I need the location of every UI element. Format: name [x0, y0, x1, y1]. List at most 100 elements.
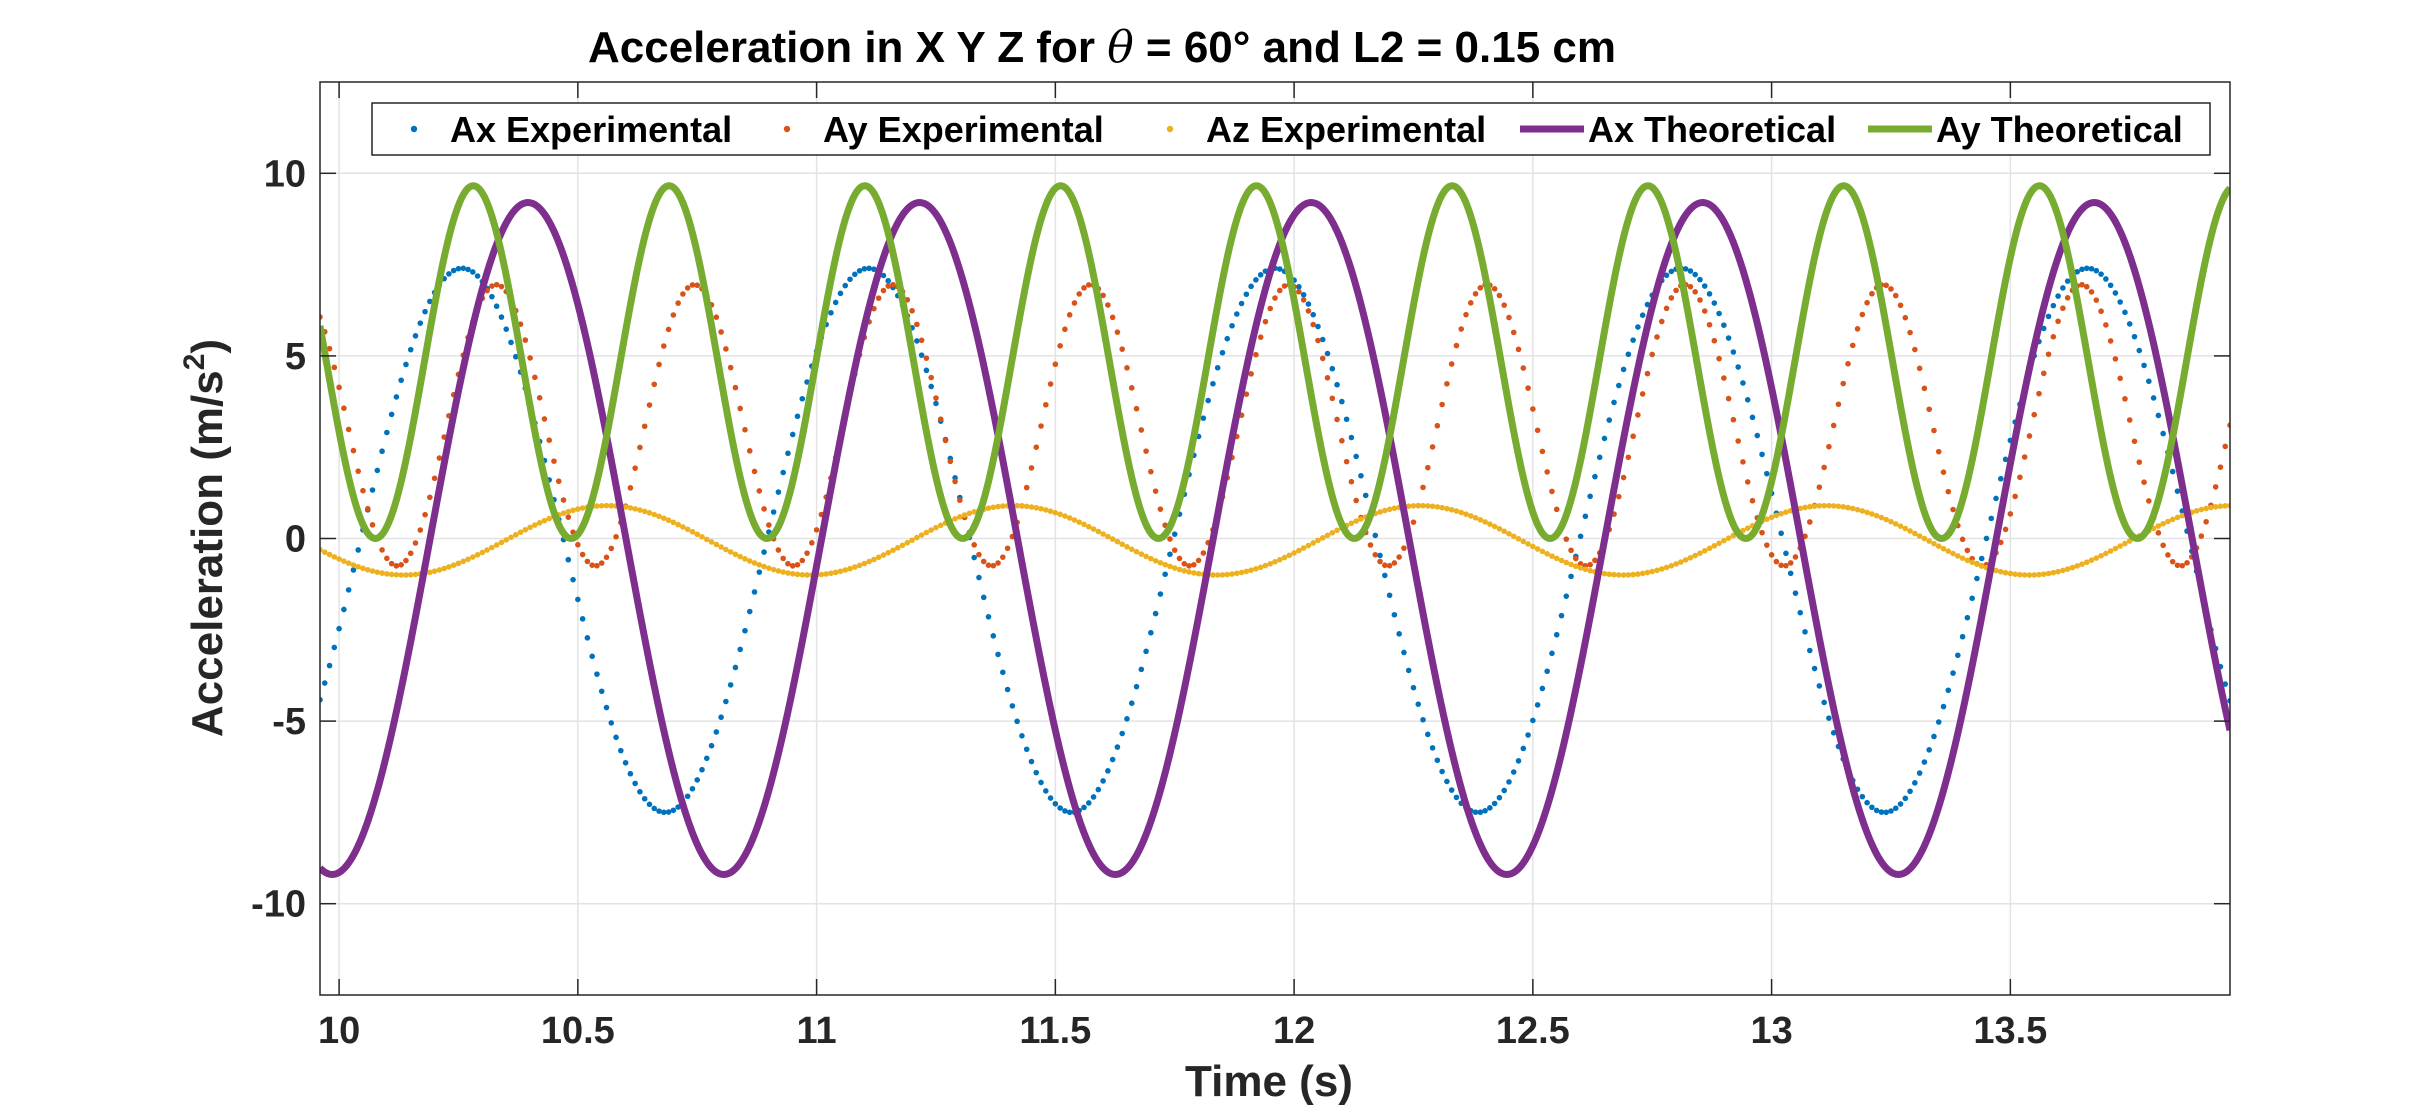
data-point: [1620, 366, 1627, 373]
data-point: [1157, 506, 1164, 512]
data-point: [560, 510, 567, 516]
data-point: [875, 295, 882, 301]
data-point: [1377, 552, 1383, 559]
data-point: [350, 562, 357, 568]
data-point: [661, 809, 667, 816]
data-point: [766, 522, 772, 528]
data-point: [1066, 809, 1073, 816]
data-point: [1047, 795, 1054, 801]
legend-entry-ax-experimental: Ax Experimental: [410, 109, 732, 150]
data-point: [1085, 282, 1092, 288]
data-point: [823, 571, 829, 577]
data-point: [594, 503, 600, 509]
data-point: [1830, 730, 1837, 736]
data-point: [1950, 670, 1956, 676]
data-point: [1377, 509, 1383, 515]
data-point: [441, 565, 447, 572]
data-point: [1773, 558, 1780, 565]
data-point: [2069, 564, 2076, 571]
data-point: [1616, 572, 1622, 578]
data-point: [1921, 759, 1928, 765]
data-point: [1644, 569, 1651, 576]
data-point: [1410, 502, 1417, 509]
data-point: [1778, 562, 1784, 569]
data-point: [1740, 459, 1746, 465]
data-point: [847, 276, 853, 283]
data-point: [1343, 416, 1350, 423]
data-point: [1759, 529, 1765, 536]
x-tick-label: 13.5: [1973, 1010, 2047, 1052]
data-point: [1592, 557, 1598, 564]
data-point: [995, 560, 1001, 566]
data-point: [1892, 805, 1899, 812]
data-point: [1577, 561, 1584, 567]
data-point: [1878, 514, 1885, 521]
data-point: [1639, 391, 1646, 397]
data-point: [398, 572, 404, 578]
data-point: [732, 551, 739, 558]
x-tick-label: 13: [1750, 1010, 1792, 1052]
data-point: [1592, 473, 1598, 480]
data-point: [1482, 519, 1488, 525]
axes: [319, 81, 2231, 996]
data-point: [579, 616, 586, 622]
data-point: [1243, 291, 1250, 298]
data-point: [2160, 520, 2166, 527]
data-point: [2122, 396, 2128, 402]
data-point: [1339, 437, 1345, 444]
data-point: [1721, 322, 1727, 328]
data-point: [1510, 769, 1517, 775]
data-point: [1329, 365, 1336, 372]
data-point: [1305, 301, 1312, 307]
data-point: [732, 384, 739, 391]
data-point: [1687, 268, 1694, 274]
data-point: [890, 547, 896, 554]
data-point: [952, 478, 958, 485]
data-point: [1639, 570, 1646, 577]
data-point: [751, 468, 758, 475]
data-point: [1276, 266, 1283, 272]
data-point: [1935, 543, 1942, 549]
data-point: [694, 777, 701, 783]
data-point: [1768, 552, 1775, 558]
data-point: [1792, 590, 1799, 596]
data-point: [1849, 342, 1856, 349]
data-point: [1085, 800, 1092, 806]
data-point: [899, 542, 906, 549]
data-point: [498, 283, 505, 290]
data-point: [1133, 683, 1140, 690]
data-point: [2093, 267, 2100, 274]
data-point: [2088, 557, 2095, 563]
data-point: [1873, 807, 1880, 814]
series-ax-theoretical: [320, 199, 2230, 878]
data-point: [1534, 702, 1541, 708]
data-point: [1515, 536, 1522, 542]
data-point: [961, 512, 968, 518]
data-point: [1864, 509, 1870, 516]
data-point: [2193, 508, 2200, 514]
data-point: [689, 528, 696, 535]
data-point: [1444, 505, 1450, 512]
data-point: [942, 437, 949, 444]
data-point: [1090, 794, 1097, 800]
data-point: [861, 560, 868, 567]
data-point: [894, 544, 901, 551]
data-point: [2093, 297, 2100, 303]
data-point: [455, 560, 462, 567]
data-point: [1783, 562, 1789, 569]
data-point: [1573, 563, 1579, 570]
data-point: [637, 507, 643, 513]
data-point: [1167, 551, 1173, 558]
data-point: [1701, 547, 1708, 554]
data-point: [412, 333, 419, 339]
data-point: [1143, 648, 1149, 655]
data-point: [1467, 300, 1474, 306]
data-point: [1869, 511, 1875, 517]
data-point: [355, 468, 362, 474]
data-point: [422, 511, 428, 518]
data-point: [1616, 382, 1622, 389]
data-point: [832, 569, 839, 576]
data-point: [527, 355, 533, 361]
data-point: [393, 563, 400, 569]
data-point: [1902, 795, 1909, 802]
